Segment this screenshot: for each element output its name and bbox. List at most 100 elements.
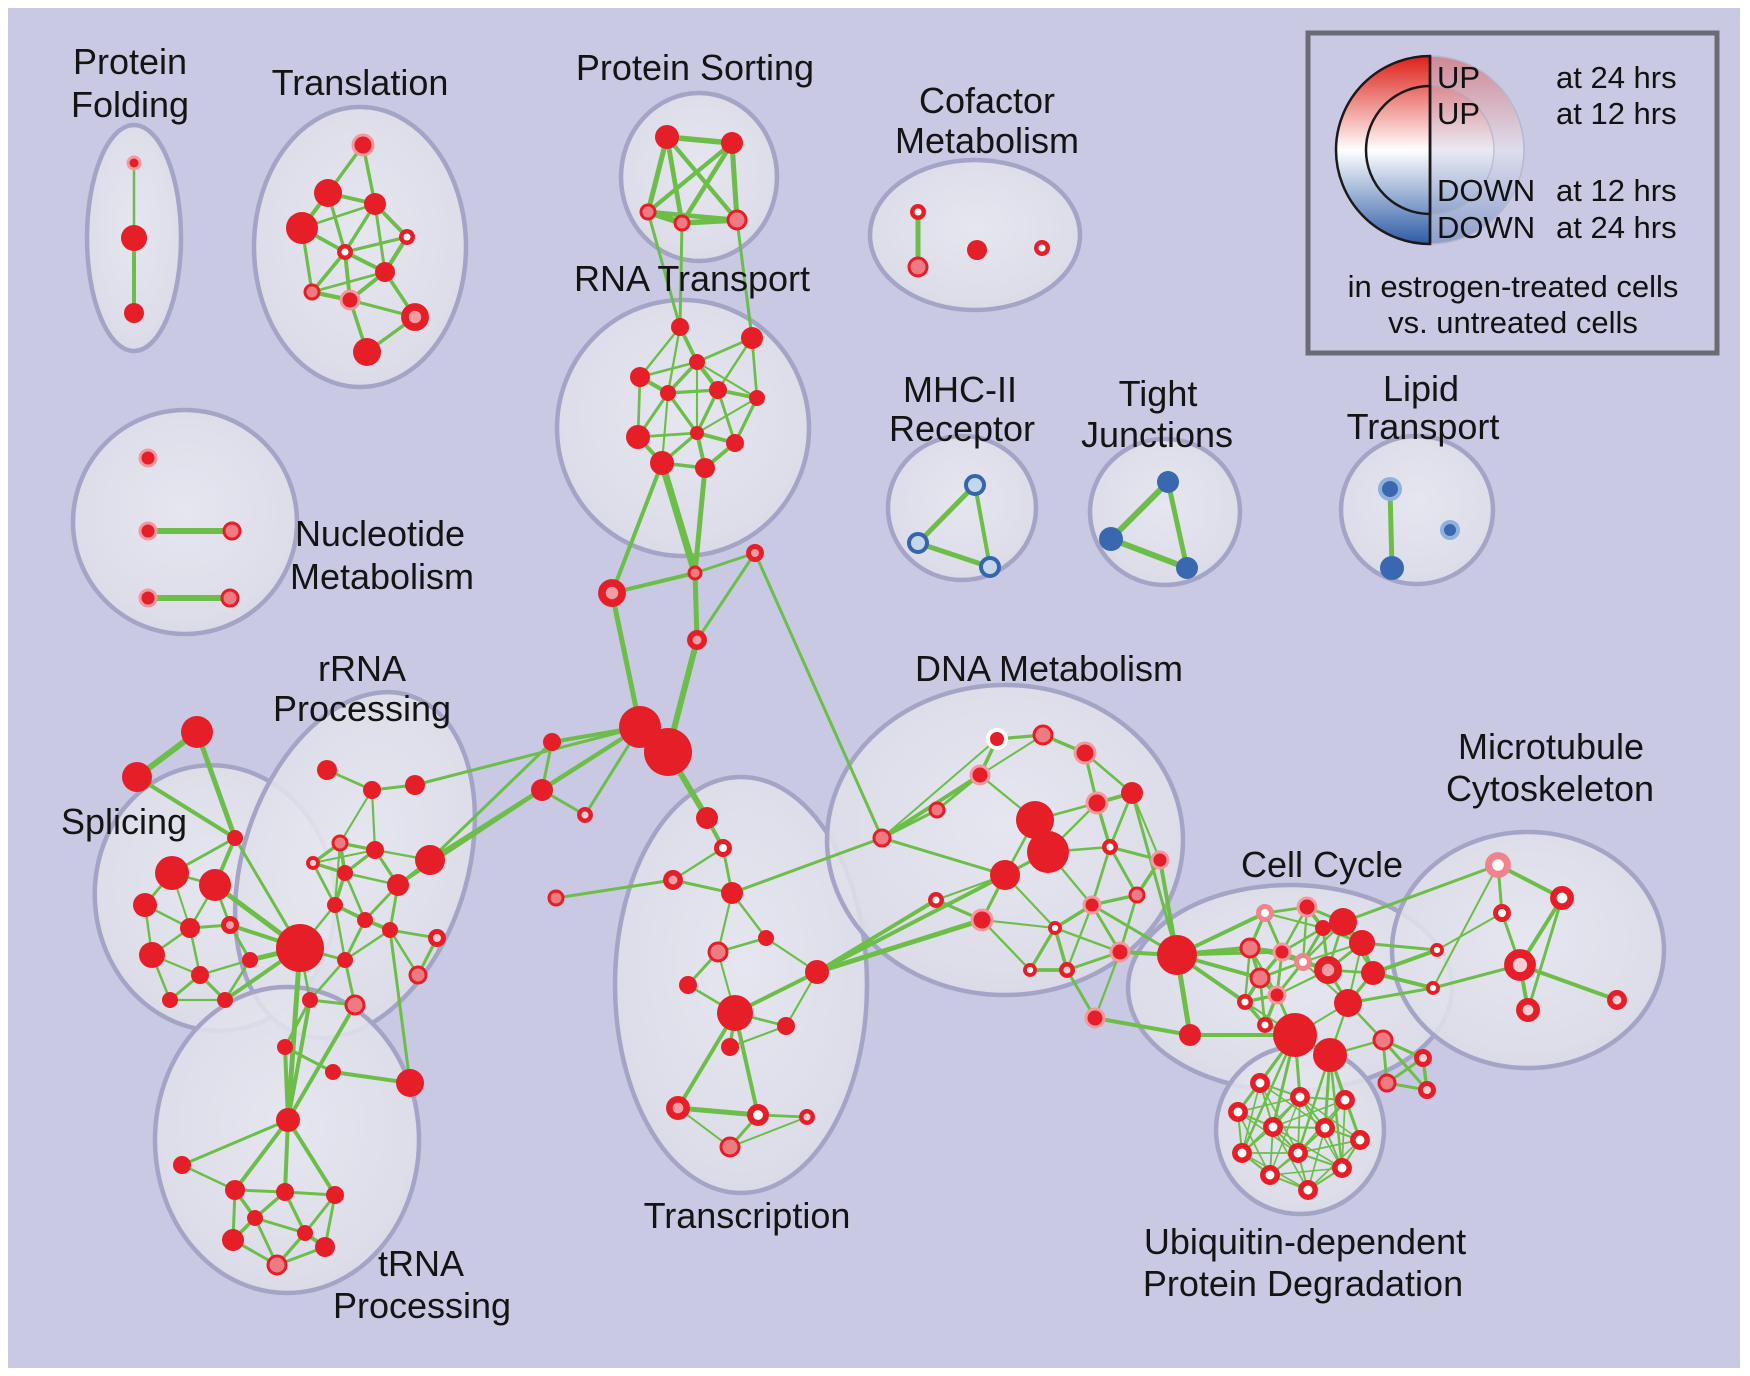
node-dna-metabolism-16 [1048,921,1062,935]
node-transcription-15 [547,889,565,907]
node-nucleotide-metabolism-4 [220,588,240,608]
node-protein-folding-1 [121,225,147,251]
edge-rrna-processing [344,928,391,962]
node-trna-processing-7 [266,1254,288,1276]
node-cell-cycle-5 [1329,908,1357,936]
edge-protein-sorting [664,136,685,224]
edge-dna-metabolism [1054,926,1121,954]
edge-central-hub [694,551,756,575]
node-microtubule-cytoskeleton-3 [1504,949,1536,981]
node-dna-metabolism-10 [1102,839,1118,855]
edge-bridge [1381,1039,1429,1091]
node-cell-cycle-16 [1294,953,1312,971]
node-splicing-5 [133,893,157,917]
edge-transcription [677,1105,759,1118]
node-central-hub-7 [746,544,764,562]
node-lipid-transport-1 [1380,556,1404,580]
edge-central-hub [609,592,643,728]
node-translation-8 [339,289,361,311]
edge-tight-junctions [1165,481,1190,569]
edge-transcription [555,878,674,900]
edge-mhc-ii-receptor [916,483,977,545]
node-translation-5 [399,229,415,245]
node-cofactor-metabolism-1 [907,256,929,278]
node-nucleotide-metabolism-3 [138,588,158,608]
node-translation-4 [337,244,353,260]
node-dna-metabolism-14 [1082,895,1102,915]
legend-time-1: at 24 hrs [1556,60,1677,95]
edge-bridge [1342,863,1499,924]
edge-bridge [283,999,312,1048]
node-transcription-10 [666,1096,690,1120]
node-transcription-4 [758,930,774,946]
legend: UP at 24 hrs UP at 12 hrs DOWN at 12 hrs DOWN a… [1305,30,1720,356]
cluster-label-rrna-processing: rRNA [318,648,406,689]
cluster-label-nucleotide-metabolism: Nucleotide [295,513,465,554]
edge-central-hub [695,552,757,641]
edge-tight-junctions [1109,536,1189,571]
node-tight-junctions-0 [1157,471,1179,493]
edge-bridge [678,222,684,328]
node-transcription-8 [777,1017,795,1035]
node-central-hub-8 [687,630,707,650]
edge-rrna-processing [339,789,373,844]
node-protein-sorting-4 [726,209,748,231]
node-cell-cycle-10 [1239,937,1261,959]
edge-dna-metabolism [1093,951,1122,1019]
cluster-ellipse-rna-transport [554,297,812,559]
node-dna-metabolism-20 [872,828,892,848]
legend-direction-4: DOWN [1437,210,1535,245]
node-protein-sorting-2 [639,203,657,221]
node-central-hub-6 [687,565,703,581]
legend-circle-12h-right [1429,85,1495,215]
node-translation-6 [375,262,395,282]
edge-protein-sorting [729,142,740,221]
node-mhc-ii-receptor-2 [979,556,1001,578]
node-trna-processing-9 [247,1210,263,1226]
node-cell-cycle-2 [1256,904,1274,922]
node-mhc-ii-receptor-0 [964,474,986,496]
node-rna-transport-11 [695,458,715,478]
cluster-label-microtubule-cytoskeleton-line2: Cytoskeleton [1446,768,1654,809]
cluster-label-cofactor-metabolism-line2: Metabolism [895,120,1079,161]
edge-bridge [753,552,884,839]
node-transcription-7 [717,995,753,1031]
node-rrna-processing-17 [344,994,366,1016]
node-transcription-12 [799,1109,815,1125]
node-translation-10 [353,338,381,366]
node-cell-cycle-0 [1157,935,1197,975]
edge-dna-metabolism [1090,846,1112,906]
node-cell-cycle-7 [1361,961,1385,985]
edge-mhc-ii-receptor [973,484,992,568]
cluster-ellipse-tight-junctions [1087,436,1243,588]
node-dna-metabolism-13 [970,908,994,932]
edge-microtubule-cytoskeleton [1432,864,1499,989]
cluster-label-mhc-ii-receptor: MHC-II [903,369,1017,410]
node-cell-cycle-6 [1349,930,1375,956]
edge-rna-transport [666,326,682,394]
node-cell-cycle-13 [1267,985,1287,1005]
node-dna-metabolism-3 [969,764,991,786]
node-transcription-3 [721,882,743,904]
node-translation-1 [314,179,342,207]
node-transcription-13 [719,1136,741,1158]
node-dna-metabolism-17 [1109,941,1131,963]
edge-dna-metabolism [1028,927,1057,971]
edge-cell-cycle [1264,911,1324,930]
node-splicing-11 [217,992,233,1008]
edge-bridge [285,947,303,1121]
node-nucleotide-metabolism-0 [138,448,158,468]
node-rrna-processing-4 [306,856,320,870]
cluster-label-transcription: Transcription [644,1195,851,1236]
node-trna-processing-8 [297,1225,313,1241]
edge-dna-metabolism [881,836,1006,877]
cluster-label-rrna-processing-line2: Processing [273,688,451,729]
node-protein-folding-2 [124,303,144,323]
node-trna-processing-12 [396,1069,424,1097]
node-central-hub-3 [531,779,553,801]
legend-direction-3: DOWN [1437,173,1535,208]
node-splicing-3 [155,856,189,890]
node-splicing-8 [139,942,165,968]
node-transcription-1 [714,839,732,857]
